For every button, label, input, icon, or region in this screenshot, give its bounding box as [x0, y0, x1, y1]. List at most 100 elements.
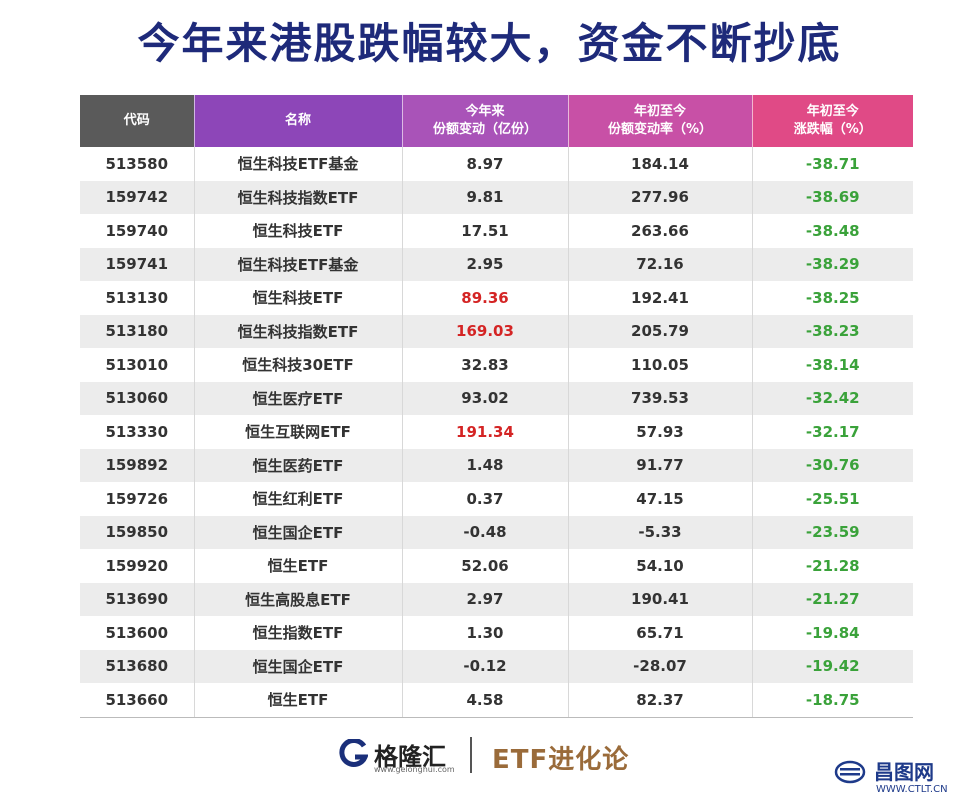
cell-name: 恒生红利ETF: [194, 482, 403, 516]
table-row: 513130 恒生科技ETF 89.36 192.41 -38.25: [80, 281, 913, 315]
cell-return: -21.27: [752, 582, 913, 616]
table-header-row: 代码 名称 今年来 份额变动（亿份） 年初至今 份额变动率（%） 年初至今 涨跌幅（%…: [80, 95, 913, 147]
cell-code: 513600: [80, 616, 195, 650]
footer-divider: [470, 737, 472, 773]
cell-name: 恒生科技ETF基金: [194, 247, 403, 281]
cell-share-change: 52.06: [402, 549, 569, 583]
cell-share-change: 32.83: [402, 348, 569, 382]
logo-url: www.gelonghui.com: [374, 765, 455, 774]
table-row: 513580 恒生科技ETF基金 8.97 184.14 -38.71: [80, 147, 913, 181]
cell-return: -18.75: [752, 683, 913, 718]
cell-change-rate: 184.14: [568, 147, 753, 181]
cell-code: 513690: [80, 582, 195, 616]
cell-name: 恒生国企ETF: [194, 515, 403, 549]
cell-return: -19.84: [752, 616, 913, 650]
cell-name: 恒生科技ETF基金: [194, 147, 403, 181]
cell-return: -38.25: [752, 281, 913, 315]
gelonghui-logo-icon: [339, 739, 368, 767]
cell-change-rate: 72.16: [568, 247, 753, 281]
cell-code: 513680: [80, 649, 195, 683]
cell-name: 恒生指数ETF: [194, 616, 403, 650]
table-row: 513180 恒生科技指数ETF 169.03 205.79 -38.23: [80, 314, 913, 348]
cell-name: 恒生国企ETF: [194, 649, 403, 683]
cell-change-rate: 65.71: [568, 616, 753, 650]
table-row: 159920 恒生ETF 52.06 54.10 -21.28: [80, 549, 913, 583]
header-share-change: 今年来 份额变动（亿份）: [402, 95, 569, 147]
etf-table: 代码 名称 今年来 份额变动（亿份） 年初至今 份额变动率（%） 年初至今 涨跌幅（%…: [80, 95, 913, 718]
cell-change-rate: -28.07: [568, 649, 753, 683]
header-name: 名称: [194, 95, 403, 147]
cell-code: 513580: [80, 147, 195, 181]
cell-share-change: 2.95: [402, 247, 569, 281]
cell-code: 513660: [80, 683, 195, 718]
cell-return: -32.42: [752, 381, 913, 415]
footer: 格隆汇 www.gelonghui.com ETF进化论: [0, 727, 979, 783]
table-row: 159892 恒生医药ETF 1.48 91.77 -30.76: [80, 448, 913, 482]
cell-name: 恒生ETF: [194, 549, 403, 583]
cell-share-change: 17.51: [402, 214, 569, 248]
cell-name: 恒生医药ETF: [194, 448, 403, 482]
cell-return: -21.28: [752, 549, 913, 583]
header-change-rate: 年初至今 份额变动率（%）: [568, 95, 753, 147]
cell-name: 恒生高股息ETF: [194, 582, 403, 616]
cell-change-rate: 82.37: [568, 683, 753, 718]
cell-share-change: 8.97: [402, 147, 569, 181]
cell-return: -23.59: [752, 515, 913, 549]
table-row: 159740 恒生科技ETF 17.51 263.66 -38.48: [80, 214, 913, 248]
cell-share-change: 1.48: [402, 448, 569, 482]
cell-share-change: 4.58: [402, 683, 569, 718]
cell-code: 159892: [80, 448, 195, 482]
cell-change-rate: 54.10: [568, 549, 753, 583]
watermark-logo-icon: [834, 760, 866, 784]
table-row: 159850 恒生国企ETF -0.48 -5.33 -23.59: [80, 515, 913, 549]
cell-change-rate: -5.33: [568, 515, 753, 549]
brand-name: ETF进化论: [492, 745, 630, 775]
cell-return: -38.23: [752, 314, 913, 348]
cell-return: -30.76: [752, 448, 913, 482]
cell-code: 159726: [80, 482, 195, 516]
cell-code: 159920: [80, 549, 195, 583]
table-row: 513010 恒生科技30ETF 32.83 110.05 -38.14: [80, 348, 913, 382]
cell-change-rate: 192.41: [568, 281, 753, 315]
cell-share-change: 2.97: [402, 582, 569, 616]
cell-code: 159742: [80, 180, 195, 214]
cell-change-rate: 110.05: [568, 348, 753, 382]
cell-return: -38.69: [752, 180, 913, 214]
cell-change-rate: 205.79: [568, 314, 753, 348]
table-row: 159742 恒生科技指数ETF 9.81 277.96 -38.69: [80, 180, 913, 214]
header-return: 年初至今 涨跌幅（%）: [752, 95, 913, 147]
cell-share-change: 89.36: [402, 281, 569, 315]
cell-code: 159741: [80, 247, 195, 281]
table-row: 513600 恒生指数ETF 1.30 65.71 -19.84: [80, 616, 913, 650]
cell-code: 513010: [80, 348, 195, 382]
cell-name: 恒生科技指数ETF: [194, 314, 403, 348]
cell-code: 513130: [80, 281, 195, 315]
cell-return: -25.51: [752, 482, 913, 516]
cell-share-change: 0.37: [402, 482, 569, 516]
cell-name: 恒生互联网ETF: [194, 415, 403, 449]
cell-change-rate: 277.96: [568, 180, 753, 214]
cell-share-change: 1.30: [402, 616, 569, 650]
cell-change-rate: 263.66: [568, 214, 753, 248]
cell-return: -38.71: [752, 147, 913, 181]
cell-share-change: -0.48: [402, 515, 569, 549]
table-row: 513330 恒生互联网ETF 191.34 57.93 -32.17: [80, 415, 913, 449]
page-title: 今年来港股跌幅较大，资金不断抄底: [137, 19, 842, 68]
cell-code: 159850: [80, 515, 195, 549]
cell-name: 恒生科技ETF: [194, 214, 403, 248]
logo-name: 格隆汇: [374, 743, 446, 771]
cell-share-change: 169.03: [402, 314, 569, 348]
table-row: 513660 恒生ETF 4.58 82.37 -18.75: [80, 683, 913, 718]
cell-name: 恒生ETF: [194, 683, 403, 718]
cell-share-change: 191.34: [402, 415, 569, 449]
cell-change-rate: 739.53: [568, 381, 753, 415]
cell-code: 513330: [80, 415, 195, 449]
cell-change-rate: 47.15: [568, 482, 753, 516]
table-row: 513680 恒生国企ETF -0.12 -28.07 -19.42: [80, 649, 913, 683]
cell-return: -19.42: [752, 649, 913, 683]
cell-change-rate: 57.93: [568, 415, 753, 449]
cell-change-rate: 91.77: [568, 448, 753, 482]
cell-share-change: -0.12: [402, 649, 569, 683]
cell-return: -38.14: [752, 348, 913, 382]
cell-share-change: 9.81: [402, 180, 569, 214]
